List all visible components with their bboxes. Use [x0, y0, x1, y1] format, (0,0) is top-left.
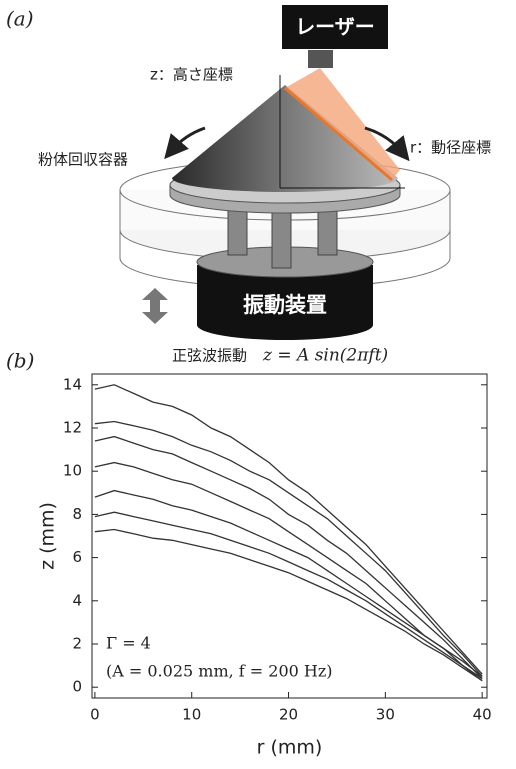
profile-line — [94, 528, 483, 682]
powder-cone — [172, 85, 398, 192]
laser-label: レーザー — [295, 15, 375, 39]
x-tick-label: 0 — [90, 706, 100, 724]
vibration-arrow — [142, 288, 168, 324]
profile-line — [94, 420, 483, 677]
y-axis-label: z (mm) — [37, 502, 59, 570]
z-label: z：高さ座標 — [150, 66, 233, 84]
x-tick-label: 10 — [182, 706, 201, 724]
rotation-arrow — [364, 126, 410, 162]
profile-line — [94, 435, 483, 680]
y-tick-label: 8 — [72, 505, 82, 523]
panel-label: (a) — [6, 7, 34, 31]
container-label: 粉体回収容器 — [38, 151, 128, 169]
y-tick-label: 0 — [72, 678, 82, 696]
laser-box — [282, 5, 388, 49]
x-tick-label: 20 — [279, 706, 298, 724]
vibrator-label: 振動装置 — [243, 293, 327, 317]
profile-line — [94, 384, 483, 675]
panel-label: (b) — [6, 349, 34, 373]
annotation: (A = 0.025 mm, f = 200 Hz) — [106, 662, 333, 681]
laser-line — [284, 86, 393, 182]
y-tick-label: 6 — [72, 548, 82, 566]
y-tick-label: 12 — [63, 419, 82, 437]
laser-beam — [285, 68, 400, 180]
vibration-label: 正弦波振動 — [172, 347, 247, 365]
laser-nozzle — [308, 50, 333, 68]
profile-line — [94, 511, 483, 680]
y-tick-label: 10 — [63, 462, 82, 480]
vibrator-body — [197, 265, 373, 340]
chart: 0 2 4 6 8 10 12 14 0 10 20 30 40 r (mm) z (mm) Γ = 4 (A … — [37, 373, 492, 759]
y-tick-label: 2 — [72, 635, 82, 653]
annotation: Γ = 4 — [106, 634, 151, 653]
profile-line — [94, 461, 483, 682]
x-axis-label: r (mm) — [257, 737, 323, 759]
plot-frame — [91, 373, 488, 699]
rotation-arrow — [164, 126, 206, 160]
formula: z = A sin(2πft) — [262, 346, 388, 366]
y-tick-label: 14 — [63, 375, 82, 393]
diagram: (a) レーザー z：高さ座標 r：動径座標 粉体回収容器 振動装置 正弦波振動… — [6, 5, 491, 366]
x-tick-label: 40 — [473, 706, 492, 724]
x-tick-label: 30 — [376, 706, 395, 724]
profile-line — [94, 489, 483, 677]
y-tick-label: 4 — [72, 591, 82, 609]
r-label: r：動径座標 — [410, 139, 491, 157]
